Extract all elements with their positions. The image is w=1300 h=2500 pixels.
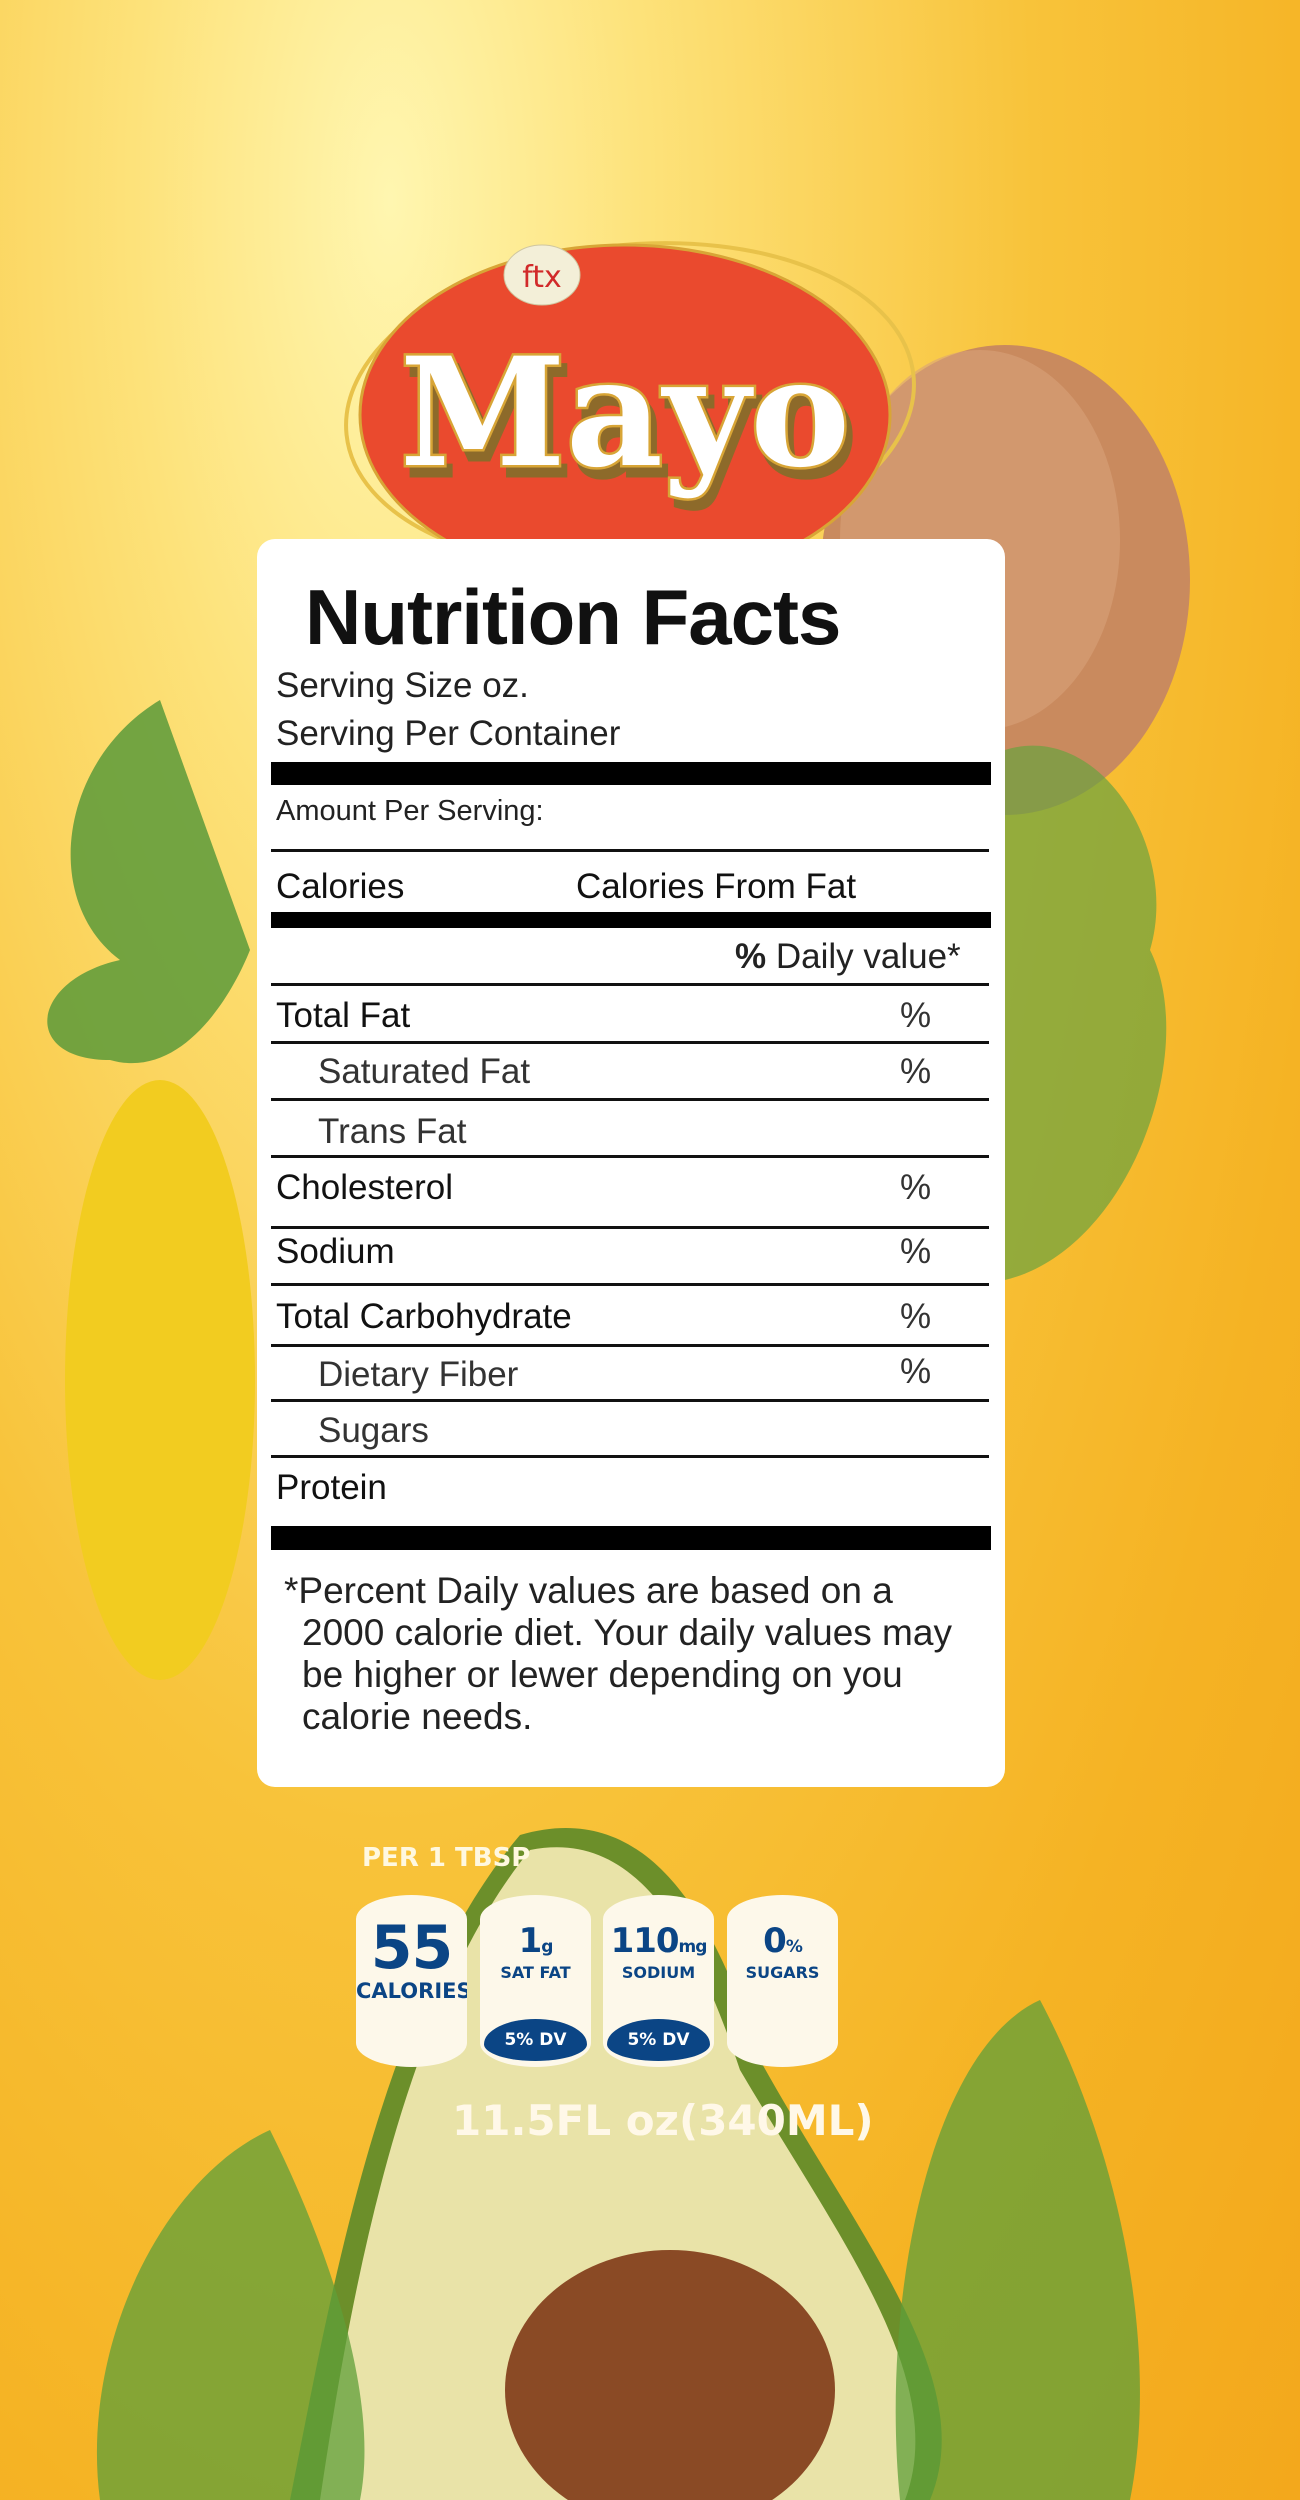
row-dietary-fiber-pct: % [900,1352,932,1391]
badge-value: 110mg [610,1921,708,1961]
calories-from-fat-label: Calories From Fat [576,867,857,906]
parsley-bottom-illustration [96,2000,1140,2500]
divider [271,1399,989,1402]
badge-value: 55 [370,1913,454,1983]
row-sodium-pct: % [900,1232,932,1271]
divider [271,1098,989,1101]
divider [271,1041,989,1044]
badge-sodium: 110mg SODIUM 5% DV [603,1895,714,2067]
row-cholesterol-pct: % [900,1168,932,1207]
badge-label: SODIUM [621,1963,696,1982]
daily-value-header: % Daily value* [735,937,961,977]
divider [271,983,989,986]
volume-label: 11.5FL oz(340ML) [452,2096,874,2145]
divider [271,1344,989,1347]
footnote-line: 2000 calorie diet. Your daily values may [302,1612,952,1653]
row-saturated-fat: Saturated Fat [318,1052,531,1091]
footnote-line: calorie needs. [302,1696,533,1737]
row-dietary-fiber: Dietary Fiber [318,1355,519,1394]
divider-thick [271,912,991,928]
badge-dv: 5% DV [484,2019,587,2061]
footnote-line: be higher or lewer depending on you [302,1654,903,1695]
nutrition-facts-title: Nutrition Facts [305,573,841,661]
divider-thick [271,1526,991,1550]
row-trans-fat: Trans Fat [318,1112,467,1151]
parsley-right-illustration [1005,745,1167,1280]
footnote: *Percent Daily values are based on a 200… [284,1570,952,1738]
row-sugars: Sugars [318,1411,429,1450]
badge-sat-fat: 1g SAT FAT 5% DV [480,1895,591,2067]
row-total-carbohydrate-pct: % [900,1297,932,1336]
divider [271,1455,989,1458]
nutrition-facts-card [257,539,1005,1787]
row-total-fat: Total Fat [276,996,411,1035]
divider [271,849,989,852]
footnote-line: *Percent Daily values are based on a [284,1570,893,1611]
row-total-carbohydrate: Total Carbohydrate [276,1297,572,1336]
divider [271,1155,989,1158]
percent-sign: % [735,937,767,976]
row-protein: Protein [276,1468,387,1507]
serving-size: Serving Size oz. [276,666,529,705]
mayo-logo: ftx Mayo [344,241,916,587]
row-cholesterol: Cholesterol [276,1168,454,1207]
badge-value: 0% [763,1921,803,1961]
row-sodium: Sodium [276,1232,395,1271]
badge-label: SUGARS [745,1963,820,1982]
amount-per-serving: Amount Per Serving: [276,795,544,827]
per-serving-label: PER 1 TBSP [362,1843,531,1873]
parsley-left-illustration [47,700,250,1064]
logo-wordmark: Mayo [400,325,850,501]
badge-value: 1g [518,1921,554,1961]
logo-badge-text: ftx [522,260,562,295]
servings-per-container: Serving Per Container [276,714,621,753]
badge-label: SAT FAT [500,1963,571,1982]
avocado-pit-illustration [505,2250,835,2500]
badge-calories: 55 CALORIES [356,1895,467,2067]
badge-sugars: 0% SUGARS [727,1895,838,2067]
divider [271,1283,989,1286]
badge-label: CALORIES [356,1979,467,2003]
badge-dv: 5% DV [607,2019,710,2061]
row-total-fat-pct: % [900,996,932,1035]
daily-value-label: Daily value* [775,937,961,976]
row-saturated-fat-pct: % [900,1052,932,1091]
divider [271,1226,989,1229]
divider-thick [271,762,991,785]
calories-label: Calories [276,867,405,906]
lemon-illustration [65,1080,255,1680]
